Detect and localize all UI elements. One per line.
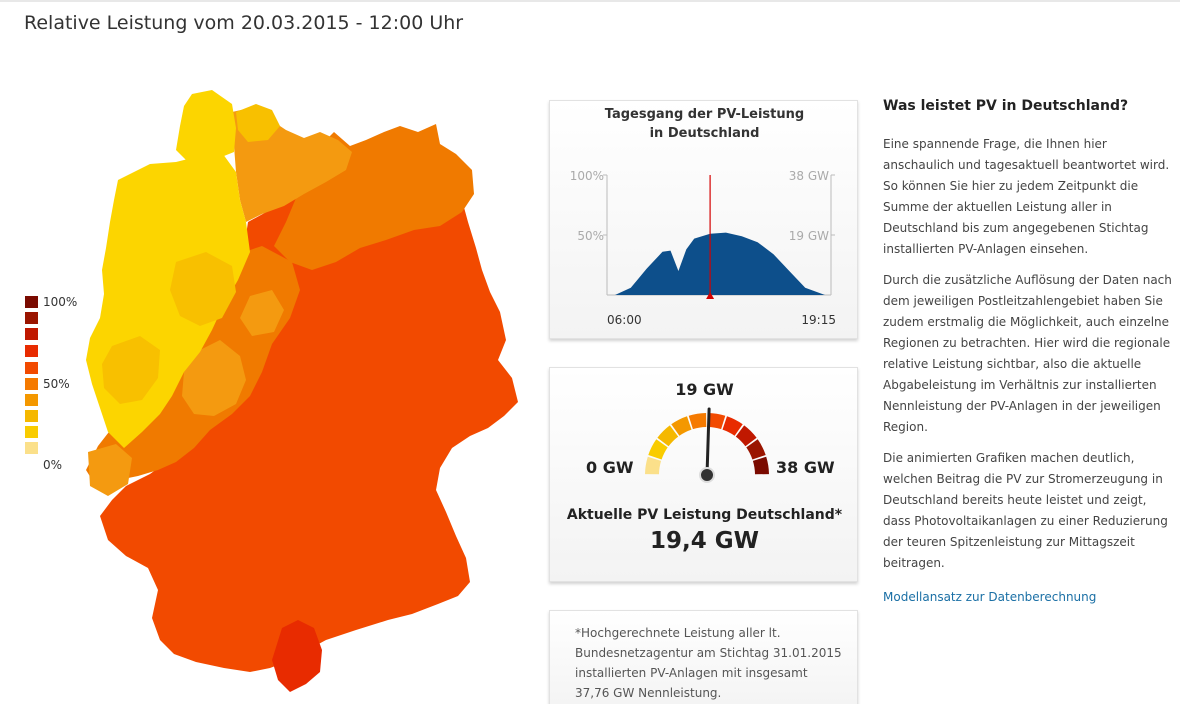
gauge-segment	[752, 456, 769, 475]
map-region-westfalen[interactable]	[170, 252, 236, 326]
gauge-top-label: 19 GW	[675, 380, 734, 399]
gauge-needle	[705, 407, 711, 477]
legend-swatch	[25, 362, 38, 374]
legend-label-0: 0%	[43, 458, 63, 472]
chart-x-label-start: 06:00	[607, 313, 642, 327]
legend-swatch	[25, 394, 38, 406]
legend-swatch	[25, 442, 38, 454]
legend-swatch	[25, 312, 38, 324]
chart-area-series	[615, 232, 825, 295]
daily-chart-svg: 100% 50% 38 GW 19 GW 06:00 19:15	[570, 169, 836, 327]
daily-chart-title-line1: Tagesgang der PV-Leistung	[604, 107, 805, 122]
germany-map[interactable]	[74, 90, 524, 694]
germany-map-svg[interactable]	[74, 90, 524, 694]
gauge-arc	[645, 413, 769, 475]
page-title: Relative Leistung vom 20.03.2015 - 12:00…	[24, 12, 464, 34]
gauge-segment	[735, 425, 757, 447]
map-region-hessen[interactable]	[182, 340, 246, 416]
map-region-rheinland[interactable]	[102, 336, 160, 404]
gauge-panel: 19 GW 0 GW 38 GW Aktuelle PV Leistung De…	[549, 367, 858, 582]
info-sidebar: Was leistet PV in Deutschland? Eine span…	[883, 96, 1175, 604]
gauge-value: 19,4 GW	[649, 528, 759, 554]
gauge-segment	[648, 439, 668, 460]
gauge-hub	[699, 467, 715, 483]
sidebar-paragraph-3: Die animierten Grafiken machen deutlich,…	[883, 451, 1168, 570]
legend-swatch	[25, 345, 38, 357]
chart-y-left-label-50: 50%	[577, 229, 604, 243]
legend-swatch	[25, 328, 38, 340]
chart-y-right-label-19: 19 GW	[789, 229, 829, 243]
legend-swatch	[25, 296, 38, 308]
methodology-link[interactable]: Modellansatz zur Datenberechnung	[883, 590, 1097, 604]
footnote-panel: *Hochgerechnete Leistung aller lt. Bunde…	[549, 610, 858, 704]
daily-chart-panel: Tagesgang der PV-Leistung in Deutschland…	[549, 100, 858, 339]
chart-x-label-end: 19:15	[801, 313, 836, 327]
legend-swatch	[25, 410, 38, 422]
gauge-caption: Aktuelle PV Leistung Deutschland*	[566, 507, 843, 523]
gauge-segment	[746, 439, 766, 460]
legend-swatch	[25, 378, 38, 390]
gauge-segment	[722, 416, 743, 436]
map-region-alpine[interactable]	[272, 620, 322, 692]
legend-label-100: 100%	[43, 295, 78, 309]
gauge-min-label: 0 GW	[586, 458, 634, 477]
gauge-segment	[645, 456, 662, 475]
sidebar-paragraph-2: Durch die zusätzliche Auflösung der Date…	[883, 273, 1172, 434]
daily-chart-title: Tagesgang der PV-Leistung in Deutschland	[550, 105, 859, 143]
gauge-segment	[657, 425, 679, 447]
sidebar-paragraph-1: Eine spannende Frage, die Ihnen hier ans…	[883, 137, 1170, 256]
map-region-south-east[interactable]	[100, 148, 518, 672]
chart-y-right-label-38: 38 GW	[789, 169, 829, 183]
top-divider	[0, 0, 1180, 2]
map-region-thueringen-west[interactable]	[240, 290, 284, 336]
gauge-segment	[688, 413, 707, 430]
gauge-segment	[671, 416, 692, 436]
map-region-north-west[interactable]	[176, 90, 236, 164]
chart-current-time-triangle	[706, 292, 715, 299]
sidebar-heading: Was leistet PV in Deutschland?	[883, 98, 1129, 114]
gauge-max-label: 38 GW	[776, 458, 835, 477]
map-region-saar[interactable]	[88, 444, 132, 496]
legend-label-50: 50%	[43, 377, 70, 391]
chart-y-left-label-100: 100%	[570, 169, 604, 183]
footnote-text: *Hochgerechnete Leistung aller lt. Bunde…	[575, 626, 842, 700]
gauge-segment	[707, 413, 726, 430]
gauge-svg	[645, 407, 769, 483]
legend-swatch	[25, 426, 38, 438]
daily-chart-title-line2: in Deutschland	[649, 126, 760, 141]
map-region-schleswig[interactable]	[236, 104, 280, 142]
